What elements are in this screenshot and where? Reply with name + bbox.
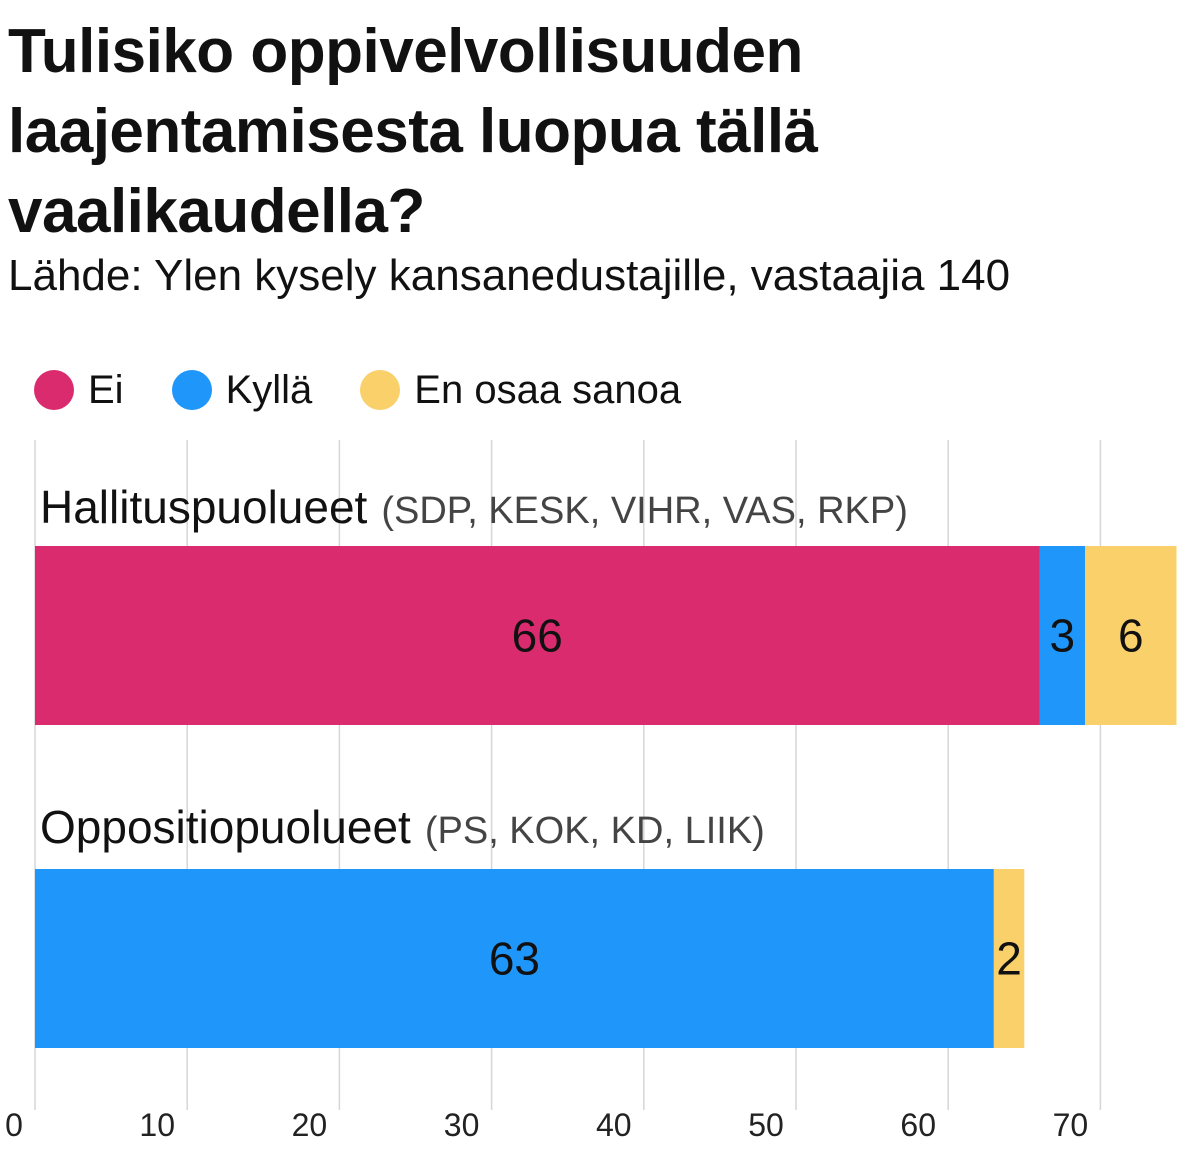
tick-label-40: 40 — [596, 1107, 632, 1143]
stacked-bar-chart: Hallituspuolueet (SDP, KESK, VIHR, VAS, R… — [5, 440, 1177, 1143]
group-label-0: Hallituspuolueet (SDP, KESK, VIHR, VAS, R… — [40, 481, 908, 533]
bar-1-2 — [993, 869, 1025, 1048]
legend-swatch-eos — [360, 370, 401, 410]
value-label-1-1: 63 — [489, 933, 540, 985]
value-label-0-2: 6 — [1118, 610, 1144, 662]
legend-item-ei: Ei — [34, 368, 124, 413]
bar-0-0 — [35, 546, 1040, 725]
tick-label-60: 60 — [900, 1107, 936, 1143]
bar-1-1 — [35, 869, 994, 1048]
legend-label-kylla: Kyllä — [225, 367, 313, 412]
legend: Ei Kyllä En osaa sanoa — [34, 362, 729, 418]
legend-label-eos: En osaa sanoa — [414, 367, 682, 412]
tick-label-10: 10 — [139, 1107, 175, 1143]
value-label-1-2: 2 — [996, 933, 1022, 985]
legend-label-ei: Ei — [88, 367, 124, 412]
group-name-0: Hallituspuolueet — [40, 481, 368, 533]
tick-label-50: 50 — [748, 1107, 784, 1143]
legend-item-kylla: Kyllä — [171, 367, 313, 413]
tick-label-30: 30 — [444, 1107, 480, 1143]
value-label-0-1: 3 — [1050, 610, 1076, 662]
legend-item-eos: En osaa sanoa — [360, 368, 681, 413]
chart-title: Tulisiko oppivelvollisuuden laajentamise… — [8, 17, 818, 246]
group-label-1: Oppositiopuolueet (PS, KOK, KD, LIIK) — [40, 801, 765, 853]
chart-subtitle: Lähde: Ylen kysely kansanedustajille, va… — [8, 251, 1011, 300]
tick-label-0: 0 — [5, 1107, 23, 1143]
group-details-1: (PS, KOK, KD, LIIK) — [425, 810, 765, 852]
tick-label-20: 20 — [292, 1107, 328, 1143]
bar-0-1 — [1039, 546, 1086, 725]
group-details-0: (SDP, KESK, VIHR, VAS, RKP) — [381, 490, 908, 532]
value-label-0-0: 66 — [512, 610, 563, 662]
legend-swatch-ei — [34, 370, 74, 410]
bar-0-2 — [1085, 546, 1177, 725]
tick-label-70: 70 — [1053, 1107, 1089, 1143]
legend-swatch-kylla — [171, 370, 212, 410]
group-name-1: Oppositiopuolueet — [40, 801, 411, 853]
